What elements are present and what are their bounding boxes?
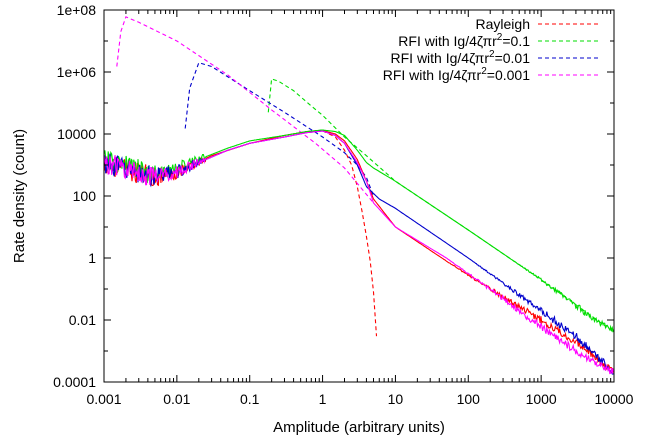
y-tick-label: 1e+08 bbox=[57, 2, 97, 18]
series-line-2-dashed bbox=[184, 62, 375, 197]
x-tick-label: 0.01 bbox=[163, 391, 190, 407]
x-tick-label: 0.001 bbox=[86, 391, 121, 407]
y-tick-label: 1 bbox=[88, 250, 96, 266]
series-line-0-dashed bbox=[322, 130, 378, 337]
y-tick-label: 1e+06 bbox=[57, 64, 97, 80]
x-tick-label: 10 bbox=[388, 391, 404, 407]
x-tick-label: 10000 bbox=[595, 391, 634, 407]
y-tick-label: 100 bbox=[73, 188, 97, 204]
legend-label: RFI with Ig/4ζπr2=0.01 bbox=[391, 49, 531, 66]
y-tick-label: 0.0001 bbox=[53, 374, 96, 390]
x-axis-label: Amplitude (arbitrary units) bbox=[273, 419, 445, 436]
y-axis-label: Rate density (count) bbox=[11, 129, 28, 263]
x-tick-label: 0.1 bbox=[240, 391, 260, 407]
series-layer bbox=[104, 16, 614, 375]
series-line-6-solid bbox=[104, 130, 614, 375]
x-tick-label: 100 bbox=[457, 391, 481, 407]
ticks-layer: 0.001 0.01 0.1 1 10 100 1000 10000 0.0001 0.01 1 10… bbox=[53, 2, 634, 407]
x-tick-label: 1 bbox=[319, 391, 327, 407]
series-line-7-solid bbox=[104, 130, 614, 375]
x-tick-label: 1000 bbox=[526, 391, 557, 407]
y-tick-label: 10000 bbox=[57, 126, 96, 142]
legend-label: RFI with Ig/4ζπr2=0.001 bbox=[383, 66, 530, 83]
series-line-5-solid bbox=[104, 129, 614, 333]
legend-label: RFI with Ig/4ζπr2=0.1 bbox=[398, 32, 530, 49]
y-tick-label: 0.01 bbox=[69, 312, 96, 328]
series-line-3-dashed bbox=[116, 16, 374, 204]
legend-label: Rayleigh bbox=[476, 16, 530, 32]
